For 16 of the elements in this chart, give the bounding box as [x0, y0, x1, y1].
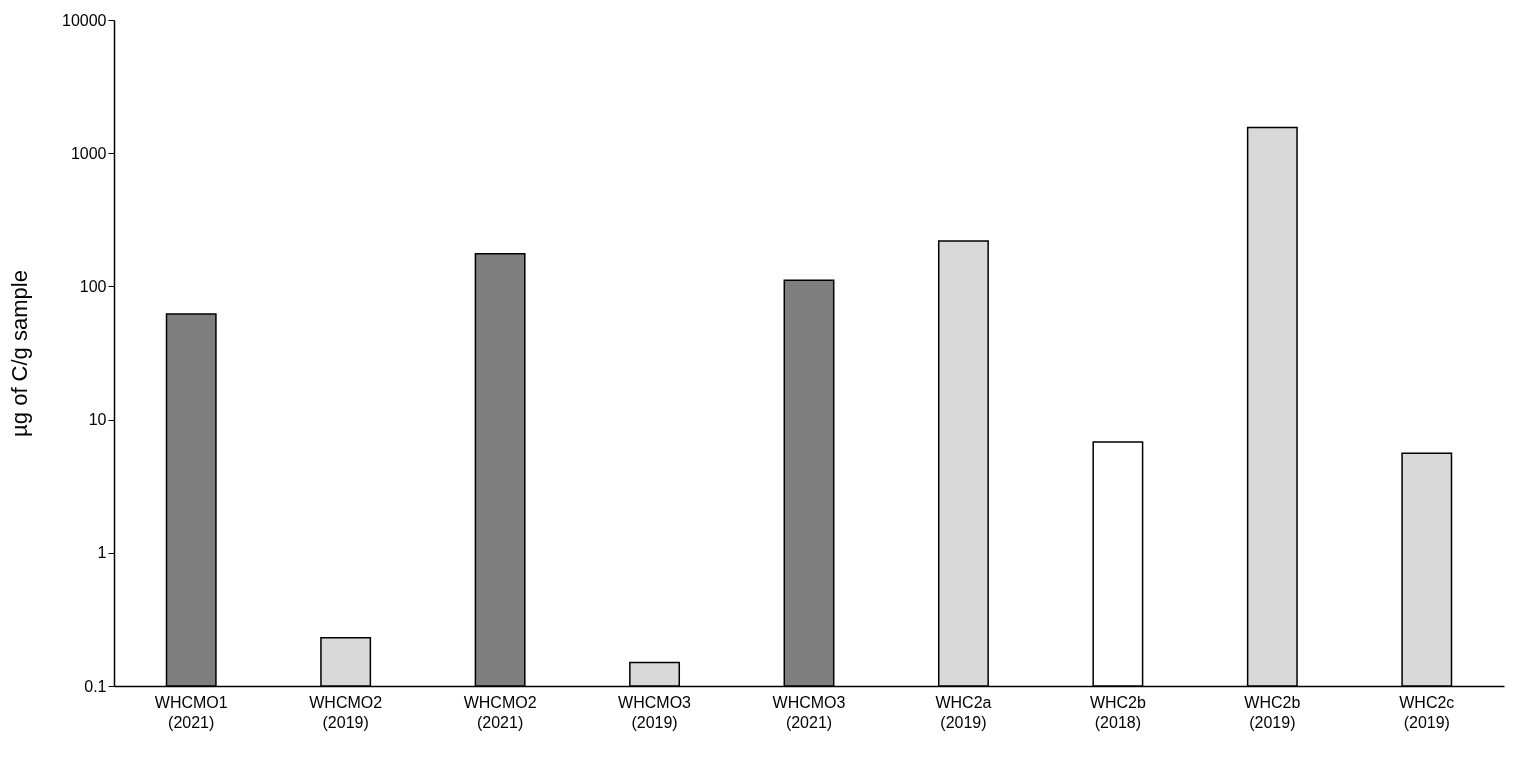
- y-tick-label: 1000: [70, 144, 107, 162]
- x-tick-label: WHC2b (2018): [1089, 693, 1146, 731]
- x-tick-label: WHC2c (2019): [1399, 693, 1455, 731]
- y-tick-label: 1: [97, 544, 107, 562]
- x-tick-label: WHCMO1 (2021): [154, 693, 228, 731]
- y-axis-title: µg of C/g sample: [7, 270, 33, 437]
- x-tick-label: WHCMO3 (2021): [772, 693, 846, 731]
- y-tick-label: 0.1: [84, 677, 107, 695]
- x-tick-label: WHC2a (2019): [935, 693, 992, 731]
- x-tick-label: WHCMO2 (2021): [463, 693, 537, 731]
- y-tick-label: 10: [88, 411, 107, 429]
- x-tick-label: WHCMO3 (2019): [618, 693, 692, 731]
- y-tick-label: 100: [79, 277, 107, 295]
- y-tick-label: 10000: [62, 11, 107, 29]
- x-tick-label: WHC2b (2019): [1244, 693, 1301, 731]
- x-tick-label: WHCMO2 (2019): [309, 693, 383, 731]
